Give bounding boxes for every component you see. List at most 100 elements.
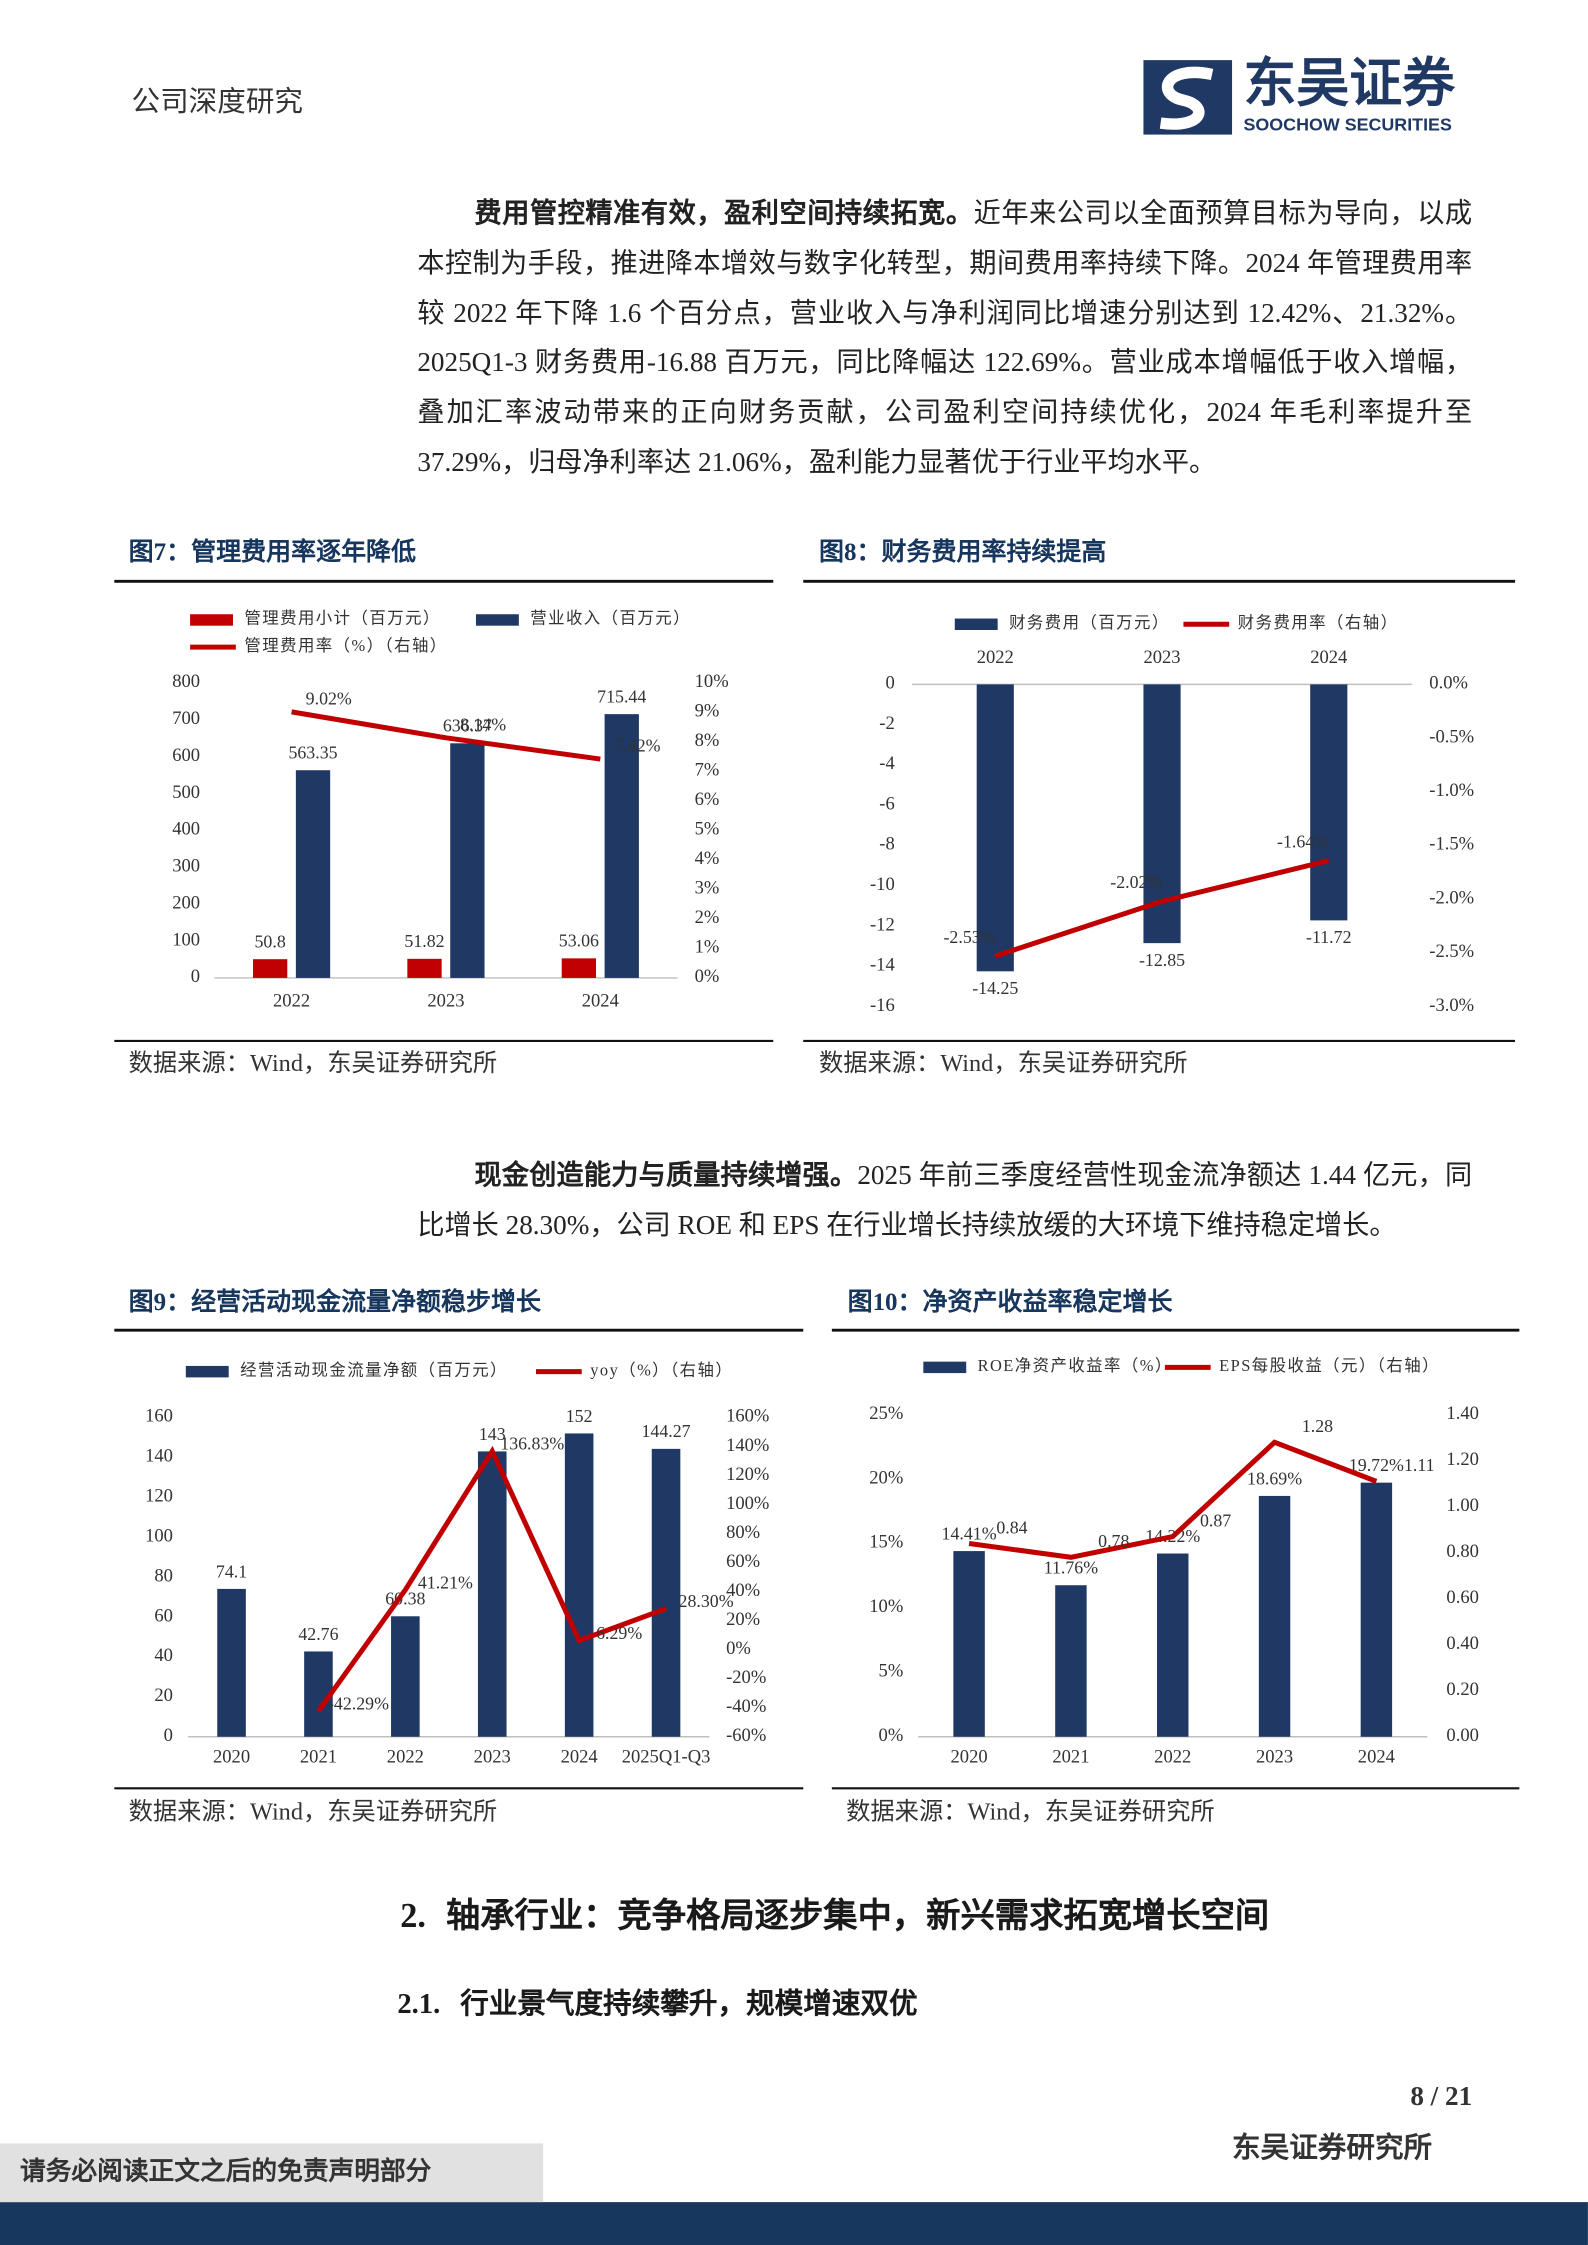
bar-value-label: 715.44 <box>597 686 646 706</box>
y2-tick-label: 100% <box>726 1493 769 1514</box>
section-heading: 2. 轴承行业：竞争格局逐步集中，新兴需求拓宽增长空间 <box>400 1887 1269 1937</box>
line-value-label: 9.02% <box>306 689 352 709</box>
figure-source: 数据来源：Wind，东吴证券研究所 <box>129 1050 498 1077</box>
y-tick-label: 600 <box>172 745 200 766</box>
bar <box>407 958 442 978</box>
x-tick-label: 2023 <box>1143 647 1180 668</box>
paragraph-lead: 现金创造能力与质量持续增强。 <box>474 1161 858 1192</box>
line <box>994 858 1330 959</box>
disclaimer: 请务必阅读正文之后的免责声明部分 <box>20 2155 432 2185</box>
subsection-heading: 2.1. 行业景气度持续攀升，规模增速双优 <box>397 1980 917 2022</box>
y-tick-label: -14 <box>870 955 895 976</box>
y-tick-label: 0 <box>191 966 200 987</box>
legend-swatch <box>190 614 233 626</box>
legend-label: 财务费用率（右轴） <box>1238 613 1399 632</box>
line-value-label: 8.14% <box>460 714 506 734</box>
line <box>968 1439 1378 1560</box>
line-value-label: 6.29% <box>596 1623 642 1643</box>
y2-tick-label: 7% <box>695 760 720 781</box>
y2-tick-label: 6% <box>695 789 720 810</box>
line <box>291 709 601 762</box>
logo-en: SOOCHOW SECURITIES <box>1243 115 1451 135</box>
section-title: 轴承行业：竞争格局逐步集中，新兴需求拓宽增长空间 <box>445 1898 1270 1936</box>
bar-value-label: -12.85 <box>1139 950 1185 970</box>
legend-swatch <box>475 614 519 626</box>
legend-label: 经营活动现金流量净额（百万元） <box>240 1360 508 1379</box>
section-number: 2. <box>400 1898 426 1936</box>
y-tick-label: 0 <box>164 1725 173 1746</box>
legend-label: yoy（%）（右轴） <box>590 1360 733 1379</box>
bar-value-label: 14.41% <box>942 1523 997 1543</box>
x-tick-label: 2021 <box>300 1747 337 1768</box>
x-tick-label: 2020 <box>213 1747 250 1768</box>
y-tick-label: 80 <box>154 1565 173 1586</box>
paragraph-text: 2025 年前三季度经营性现金流净额达 1.44 亿元，同比增长 28.30%，… <box>417 1161 1473 1242</box>
y2-tick-label: -40% <box>726 1696 766 1717</box>
y-tick-label: -10 <box>870 874 895 895</box>
paragraph-lead: 费用管控精准有效，盈利空间持续拓宽。 <box>474 199 974 230</box>
y-tick-label: -6 <box>879 793 894 814</box>
y-tick-label: -16 <box>870 995 895 1016</box>
y-tick-label: -4 <box>879 753 894 774</box>
y-tick-label: 140 <box>145 1446 173 1467</box>
y2-tick-label: 0.60 <box>1446 1587 1478 1608</box>
y-tick-label: 20% <box>869 1467 903 1488</box>
y2-tick-label: 3% <box>695 878 720 899</box>
figure-title: 图8：财务费用率持续提高 <box>819 537 1106 566</box>
y-tick-label: -2 <box>879 713 894 734</box>
bar <box>564 1433 594 1737</box>
bar <box>953 1551 985 1737</box>
x-tick-label: 2020 <box>951 1747 988 1768</box>
y-tick-label: 160 <box>145 1406 173 1427</box>
bar <box>295 770 331 978</box>
bar <box>651 1448 681 1737</box>
legend-label: 管理费用小计（百万元） <box>244 609 440 628</box>
figure-title: 图10：净资产收益率稳定增长 <box>848 1287 1174 1316</box>
y2-tick-label: 9% <box>695 701 720 722</box>
y2-tick-label: 1.00 <box>1446 1495 1478 1516</box>
y2-tick-label: 0% <box>695 966 720 987</box>
y-tick-label: -12 <box>870 914 895 935</box>
bar <box>477 1451 507 1737</box>
x-tick-label: 2022 <box>387 1747 424 1768</box>
line-value-label: 0.78 <box>1098 1531 1129 1551</box>
y-tick-label: 10% <box>869 1596 903 1617</box>
y-tick-label: 200 <box>172 892 200 913</box>
y-tick-label: -8 <box>879 834 894 855</box>
figure-title: 图7：管理费用率逐年降低 <box>129 537 416 566</box>
bar <box>1157 1553 1189 1737</box>
y2-tick-label: 2% <box>695 907 720 928</box>
legend-swatch <box>185 1365 229 1378</box>
figure-source: 数据来源：Wind，东吴证券研究所 <box>129 1799 498 1826</box>
logo-cn: 东吴证券 <box>1243 54 1456 113</box>
paragraph: 现金创造能力与质量持续增强。2025 年前三季度经营性现金流净额达 1.44 亿… <box>417 1153 1472 1253</box>
y-tick-label: 25% <box>869 1403 903 1424</box>
bar-value-label: 144.27 <box>641 1421 690 1441</box>
page-number: 8 / 21 <box>1410 2081 1472 2111</box>
bar-value-label: 636.37 <box>443 716 492 736</box>
legend-label: ROE净资产收益率（%） <box>978 1356 1173 1375</box>
legend-swatch <box>954 618 998 630</box>
header-section: 公司深度研究 <box>131 86 303 118</box>
y2-tick-label: 0% <box>726 1638 751 1659</box>
legend-label: 营业收入（百万元） <box>530 609 691 628</box>
x-tick-label: 2024 <box>561 1747 598 1768</box>
legend-swatch <box>923 1361 967 1374</box>
y-tick-label: 60 <box>154 1605 173 1626</box>
y2-tick-label: 40% <box>726 1580 760 1601</box>
y2-tick-label: 0.80 <box>1446 1541 1478 1562</box>
bar <box>450 743 485 978</box>
bar <box>217 1588 246 1737</box>
y-tick-label: 15% <box>869 1532 903 1553</box>
bar <box>1258 1495 1291 1737</box>
footer-band <box>0 2202 1588 2245</box>
y2-tick-label: 0.00 <box>1446 1725 1478 1746</box>
y2-tick-label: -2.5% <box>1429 941 1474 962</box>
bar-value-label: -11.72 <box>1306 927 1351 947</box>
legend-label: EPS每股收益（元）（右轴） <box>1219 1356 1440 1375</box>
y2-tick-label: 1% <box>695 937 720 958</box>
x-tick-label: 2024 <box>1310 647 1347 668</box>
x-tick-label: 2022 <box>273 991 310 1012</box>
y2-tick-label: 8% <box>695 730 720 751</box>
line-value-label: 28.30% <box>679 1591 734 1611</box>
